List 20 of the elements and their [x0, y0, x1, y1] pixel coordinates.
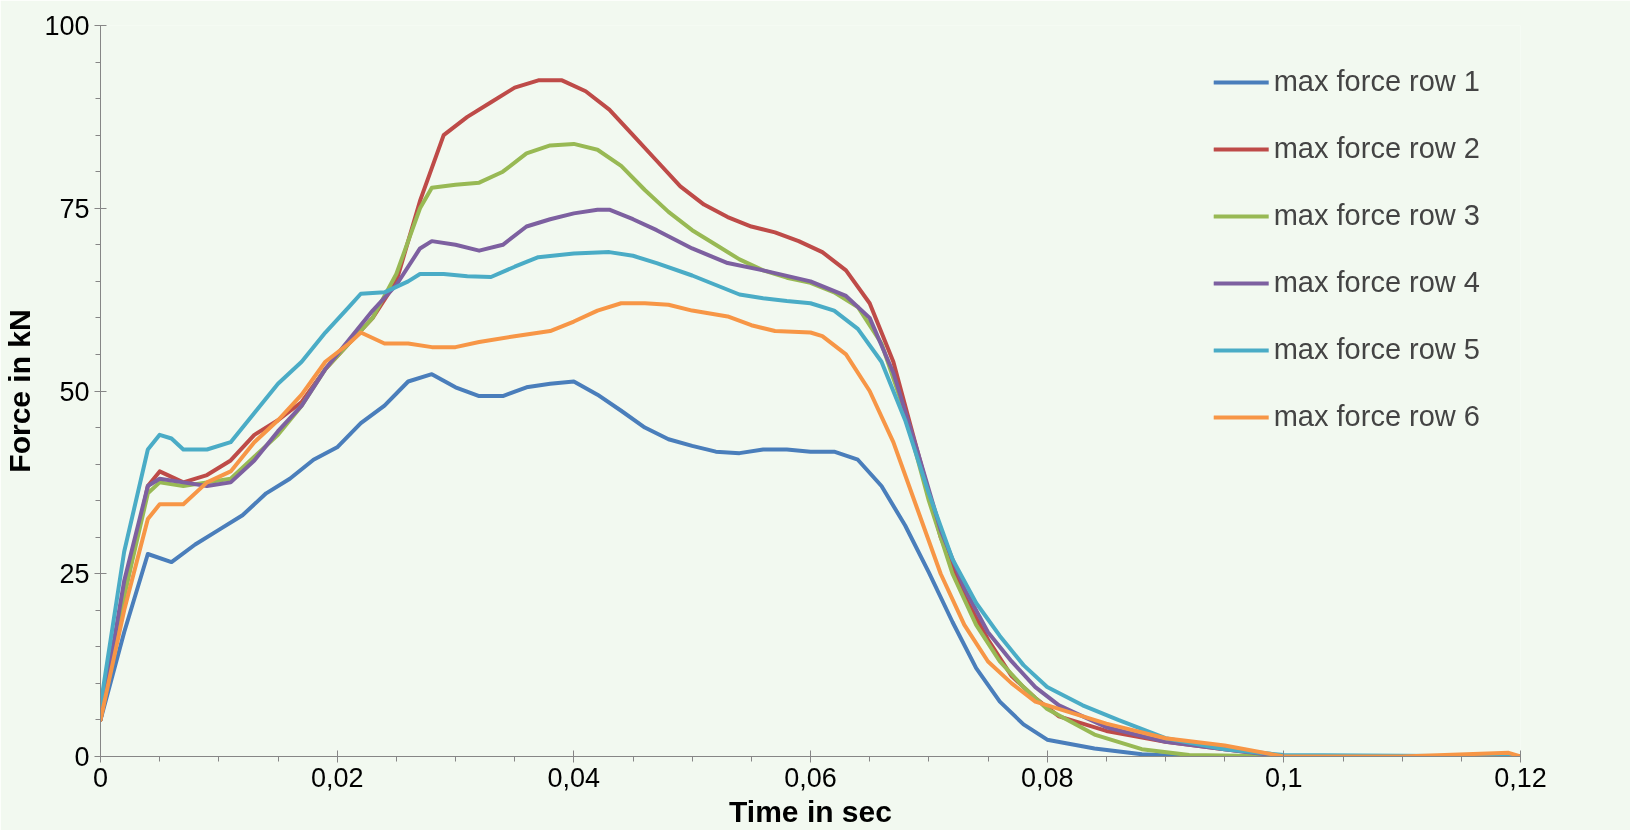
- legend-label: max force row 2: [1273, 132, 1480, 165]
- x-axis-title: Time in sec: [729, 794, 892, 828]
- legend-label: max force row 5: [1273, 333, 1480, 366]
- x-tick-label: 0,04: [547, 762, 601, 793]
- legend-label: max force row 3: [1273, 199, 1480, 232]
- y-tick-label: 50: [59, 376, 90, 407]
- y-tick-label: 75: [59, 193, 90, 224]
- x-tick-label: 0,08: [1020, 762, 1074, 793]
- legend-label: max force row 4: [1273, 266, 1480, 299]
- legend-label: max force row 6: [1273, 400, 1480, 433]
- x-tick-label: 0,12: [1494, 762, 1547, 793]
- x-tick-label: 0,06: [784, 762, 837, 793]
- legend-label: max force row 1: [1273, 65, 1480, 98]
- x-tick-label: 0,1: [1265, 762, 1303, 793]
- x-tick-label: 0: [92, 762, 109, 793]
- y-tick-label: 25: [59, 559, 90, 590]
- y-axis-title: Force in kN: [3, 309, 37, 473]
- x-tick-label: 0,02: [310, 762, 364, 793]
- y-tick-label: 0: [74, 742, 90, 772]
- y-tick-label: 100: [44, 11, 90, 41]
